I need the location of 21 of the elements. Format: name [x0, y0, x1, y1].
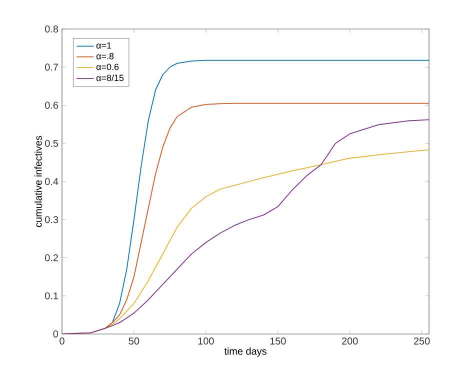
legend-label: α=.8	[96, 52, 114, 60]
legend-label: α=8/15	[96, 74, 124, 82]
y-tick-label: 0.6	[45, 102, 58, 109]
x-tick-label: 50	[128, 338, 140, 345]
y-tick-label: 0.8	[45, 25, 58, 33]
x-tick-label: 150	[270, 338, 286, 345]
x-tick-label: 250	[414, 338, 430, 345]
y-tick-label: 0.3	[45, 216, 58, 224]
x-tick-label: 200	[342, 338, 358, 345]
y-tick-label: 0.2	[45, 254, 58, 262]
y-tick-label: 0.1	[45, 292, 58, 300]
y-tick-label: 0	[53, 330, 58, 338]
x-tick-label: 0	[60, 338, 64, 345]
legend-label: α=0.6	[96, 64, 119, 70]
x-tick-label: 100	[198, 338, 214, 345]
y-tick-label: 0.5	[45, 140, 58, 147]
legend-label: α=1	[96, 42, 112, 49]
y-tick-label: 0.4	[45, 178, 58, 186]
x-axis-title: time days	[224, 347, 266, 357]
y-tick-label: 0.7	[45, 64, 58, 71]
y-axis-title: cumulative infectives	[34, 136, 42, 228]
